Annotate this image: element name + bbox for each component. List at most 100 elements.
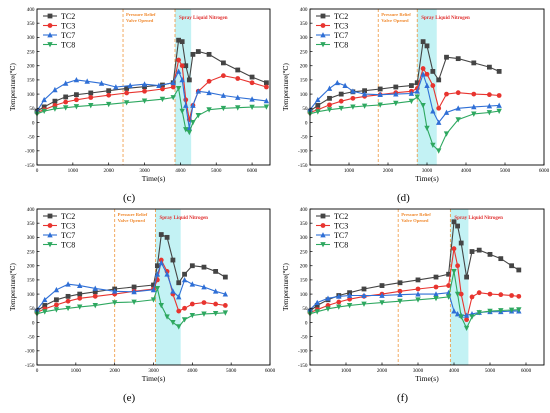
x-axis-label: Time(s) bbox=[415, 374, 439, 383]
data-point-tc2 bbox=[315, 103, 321, 108]
legend-marker-tc8 bbox=[47, 242, 53, 248]
series-line-tc7 bbox=[309, 292, 519, 316]
data-point-tc7 bbox=[222, 291, 229, 297]
data-point-tc2 bbox=[52, 98, 58, 104]
data-point-tc2 bbox=[444, 54, 449, 60]
y-axis-label: Temperature(℃) bbox=[9, 262, 17, 310]
data-point-tc8 bbox=[154, 286, 161, 292]
legend-marker-tc3 bbox=[47, 23, 53, 28]
x-tick-label: 0 bbox=[309, 168, 312, 174]
legend-marker-tc7 bbox=[47, 232, 53, 238]
y-tick-label: -50 bbox=[301, 334, 308, 340]
data-point-tc8 bbox=[123, 100, 130, 106]
data-point-tc2 bbox=[195, 49, 201, 54]
data-point-tc3 bbox=[63, 99, 69, 105]
data-point-tc2 bbox=[182, 271, 187, 277]
data-point-tc7 bbox=[415, 291, 421, 297]
x-tick-label: 5000 bbox=[500, 168, 511, 174]
valve-annotation-text: Valve Opened bbox=[401, 218, 429, 223]
data-point-tc8 bbox=[159, 96, 166, 103]
data-point-tc3 bbox=[65, 298, 71, 304]
data-point-tc3 bbox=[455, 263, 460, 269]
y-tick-label: 300 bbox=[27, 35, 35, 41]
data-point-tc8 bbox=[249, 104, 255, 111]
data-point-tc8 bbox=[164, 314, 170, 320]
data-point-tc3 bbox=[433, 284, 439, 290]
y-tick-label: 350 bbox=[300, 21, 308, 27]
x-tick-label: 2000 bbox=[383, 168, 394, 174]
data-point-tc7 bbox=[181, 277, 188, 283]
legend-label-tc2: TC2 bbox=[61, 212, 75, 221]
data-point-tc7 bbox=[249, 96, 255, 102]
data-point-tc7 bbox=[62, 80, 69, 86]
data-point-tc2 bbox=[124, 86, 130, 91]
data-point-tc8 bbox=[181, 317, 188, 323]
data-point-tc2 bbox=[464, 274, 469, 280]
y-tick-label: -150 bbox=[25, 363, 35, 369]
y-tick-label: 300 bbox=[300, 35, 308, 41]
legend-marker-tc3 bbox=[320, 23, 326, 28]
data-point-tc2 bbox=[54, 297, 59, 303]
data-point-tc3 bbox=[464, 317, 469, 323]
data-point-tc7 bbox=[158, 259, 164, 266]
data-point-tc7 bbox=[455, 105, 461, 111]
data-point-tc3 bbox=[189, 301, 195, 307]
y-tick-label: 250 bbox=[300, 249, 308, 255]
data-point-tc8 bbox=[62, 105, 69, 111]
y-tick-label: -50 bbox=[301, 134, 308, 140]
data-point-tc8 bbox=[88, 103, 94, 109]
valve-annotation-text: Valve Opened bbox=[381, 18, 409, 23]
data-point-tc8 bbox=[338, 105, 344, 112]
y-tick-label: -100 bbox=[25, 349, 35, 355]
data-point-tc3 bbox=[54, 302, 59, 308]
y-tick-label: 200 bbox=[27, 64, 35, 70]
data-point-tc2 bbox=[471, 60, 477, 66]
data-point-tc7 bbox=[263, 97, 270, 104]
data-point-tc8 bbox=[458, 314, 464, 320]
legend-label-tc2: TC2 bbox=[334, 12, 348, 21]
data-point-tc8 bbox=[131, 299, 137, 305]
x-axis-label: Time(s) bbox=[415, 174, 439, 183]
y-tick-label: 50 bbox=[29, 306, 35, 312]
data-point-tc8 bbox=[408, 98, 415, 105]
y-tick-label: 350 bbox=[27, 21, 35, 27]
data-point-tc7 bbox=[176, 294, 182, 300]
data-point-tc8 bbox=[52, 106, 58, 112]
legend-label-tc7: TC7 bbox=[61, 231, 75, 240]
data-point-tc8 bbox=[206, 107, 212, 113]
data-point-tc8 bbox=[393, 100, 399, 107]
legend-label-tc3: TC3 bbox=[61, 21, 75, 30]
data-point-tc3 bbox=[455, 90, 461, 96]
x-tick-label: 2000 bbox=[109, 368, 120, 374]
data-point-tc8 bbox=[445, 294, 452, 300]
data-point-tc3 bbox=[424, 71, 430, 77]
data-point-tc2 bbox=[183, 63, 189, 69]
data-point-tc3 bbox=[327, 102, 332, 108]
data-point-tc8 bbox=[326, 107, 333, 113]
x-tick-label: 3000 bbox=[422, 168, 433, 174]
legend-marker-tc7 bbox=[320, 232, 326, 238]
data-point-tc7 bbox=[73, 77, 80, 83]
data-point-tc3 bbox=[124, 90, 130, 96]
data-point-tc7 bbox=[379, 292, 385, 298]
legend-label-tc8: TC8 bbox=[61, 40, 75, 49]
data-point-tc8 bbox=[476, 310, 482, 316]
x-tick-label: 3000 bbox=[413, 368, 424, 374]
data-point-tc7 bbox=[154, 271, 161, 277]
x-tick-label: 5000 bbox=[485, 368, 496, 374]
data-point-tc2 bbox=[455, 56, 461, 62]
data-point-tc2 bbox=[131, 284, 137, 290]
data-point-tc3 bbox=[350, 95, 356, 101]
legend-label-tc8: TC8 bbox=[61, 240, 75, 249]
data-point-tc3 bbox=[213, 301, 219, 307]
caption-panel-e: (e) bbox=[123, 392, 136, 404]
data-point-tc7 bbox=[424, 82, 430, 88]
data-point-tc7 bbox=[201, 284, 207, 290]
plot-frame bbox=[309, 208, 545, 366]
legend-marker-tc2 bbox=[320, 13, 326, 19]
x-tick-label: 1000 bbox=[71, 368, 82, 374]
data-point-tc3 bbox=[176, 308, 182, 314]
data-point-tc8 bbox=[361, 301, 367, 307]
data-point-tc8 bbox=[190, 120, 196, 126]
